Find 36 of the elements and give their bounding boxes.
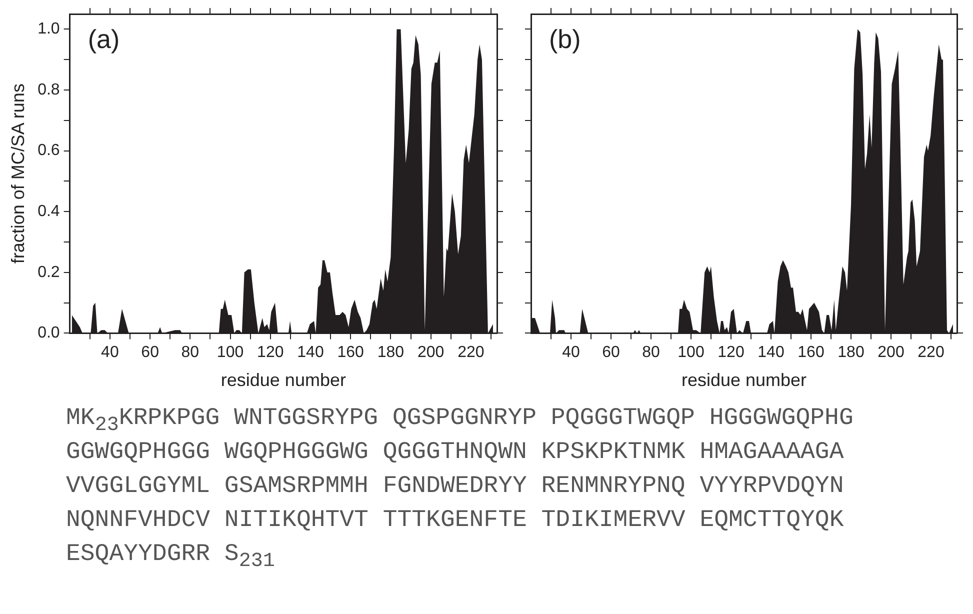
y-axis-title: fraction of MC/SA runs: [8, 84, 28, 264]
y-tick-label: 1.0: [38, 20, 60, 38]
annotation: (a): [88, 24, 120, 54]
x-axis-title: residue number: [220, 370, 346, 390]
x-tick-label: 180: [377, 344, 404, 362]
y-tick-label: 0.8: [38, 81, 60, 98]
x-tick-label: 220: [918, 344, 944, 362]
x-tick-label: 160: [798, 344, 824, 362]
x-tick-label: 100: [678, 344, 704, 362]
text: VVGGLGGYML GSAMSRPMMH FGNDWEDRYY RENMNRYPNQ VYYRPVDQYN: [66, 473, 844, 500]
x-tick-label: 60: [602, 344, 620, 362]
x-tick-label: 200: [878, 344, 904, 362]
text: GGWGQPHGGG WGQPHGGGWG QGGGTHNQWN KPSKPKTNMK HMAGAAAAGA: [66, 439, 844, 466]
text: ESQAYYDGRR S$_{231}$: [66, 541, 275, 573]
text: NQNNFVHDCV NITIKQHTVT TTTKGENFTE TDIKIMERVV EQMCTTQYQK: [66, 507, 844, 534]
x-tick-label: 80: [181, 344, 200, 362]
x-tick-label: 40: [562, 344, 580, 362]
x-tick-label: 120: [718, 344, 744, 362]
x-tick-label: 220: [458, 344, 484, 362]
x-tick-label: 40: [101, 344, 119, 362]
y-tick-label: 0.6: [38, 142, 60, 160]
x-tick-label: 140: [297, 344, 324, 362]
x-tick-label: 60: [141, 344, 160, 362]
y-tick-label: 0.0: [38, 324, 60, 342]
x-tick-label: 180: [838, 344, 864, 362]
x-tick-label: 200: [417, 344, 444, 362]
x-tick-label: 80: [642, 344, 660, 362]
y-tick-label: 0.2: [38, 264, 60, 281]
x-tick-label: 140: [758, 344, 784, 362]
x-tick-label: 120: [257, 344, 284, 362]
x-tick-label: 100: [216, 344, 244, 362]
x-tick-label: 160: [337, 344, 364, 362]
annotation: (b): [549, 24, 581, 54]
text: MK$_{23}$KRPKPGG WNTGGSRYPG QGSPGGNRYP PQGGGTWGQP HGGGWGQPHG: [66, 405, 854, 437]
y-tick-label: 0.4: [38, 203, 60, 220]
x-axis-title: residue number: [681, 370, 807, 390]
